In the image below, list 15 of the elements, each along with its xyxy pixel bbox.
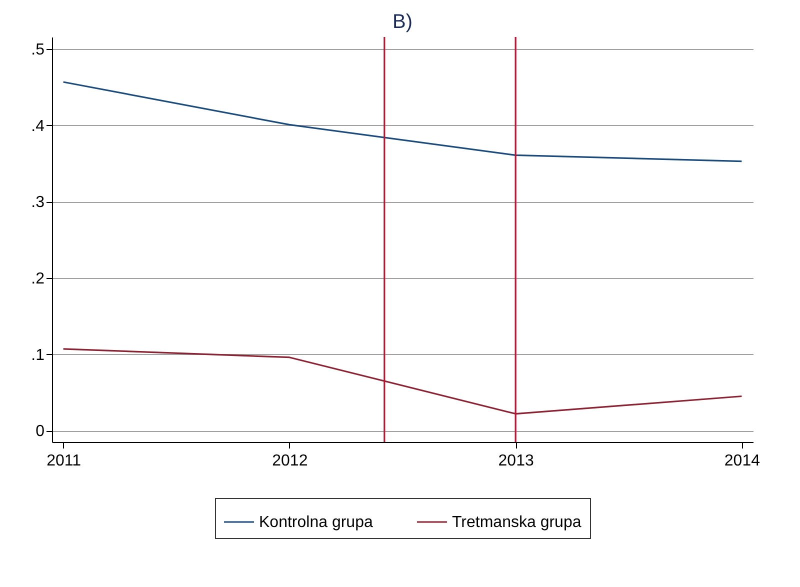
y-tick-label: .4 (31, 118, 45, 135)
y-tick-label: .1 (31, 346, 45, 364)
x-tick-label: 2012 (272, 452, 308, 470)
x-tick-label: 2013 (498, 452, 534, 470)
line-series (62, 81, 742, 162)
y-tick-label: .3 (31, 194, 45, 212)
y-tick-label: .2 (31, 270, 45, 288)
y-tick-label: .5 (31, 42, 45, 59)
x-tick-label: 2014 (724, 452, 760, 470)
y-tick-label: 0 (36, 423, 45, 440)
line-series (62, 348, 742, 415)
x-tick-label: 2011 (46, 452, 82, 470)
chart-title: B) (392, 11, 412, 34)
legend-label: Tretmanska grupa (452, 514, 582, 531)
legend-label: Kontrolna grupa (259, 514, 373, 531)
